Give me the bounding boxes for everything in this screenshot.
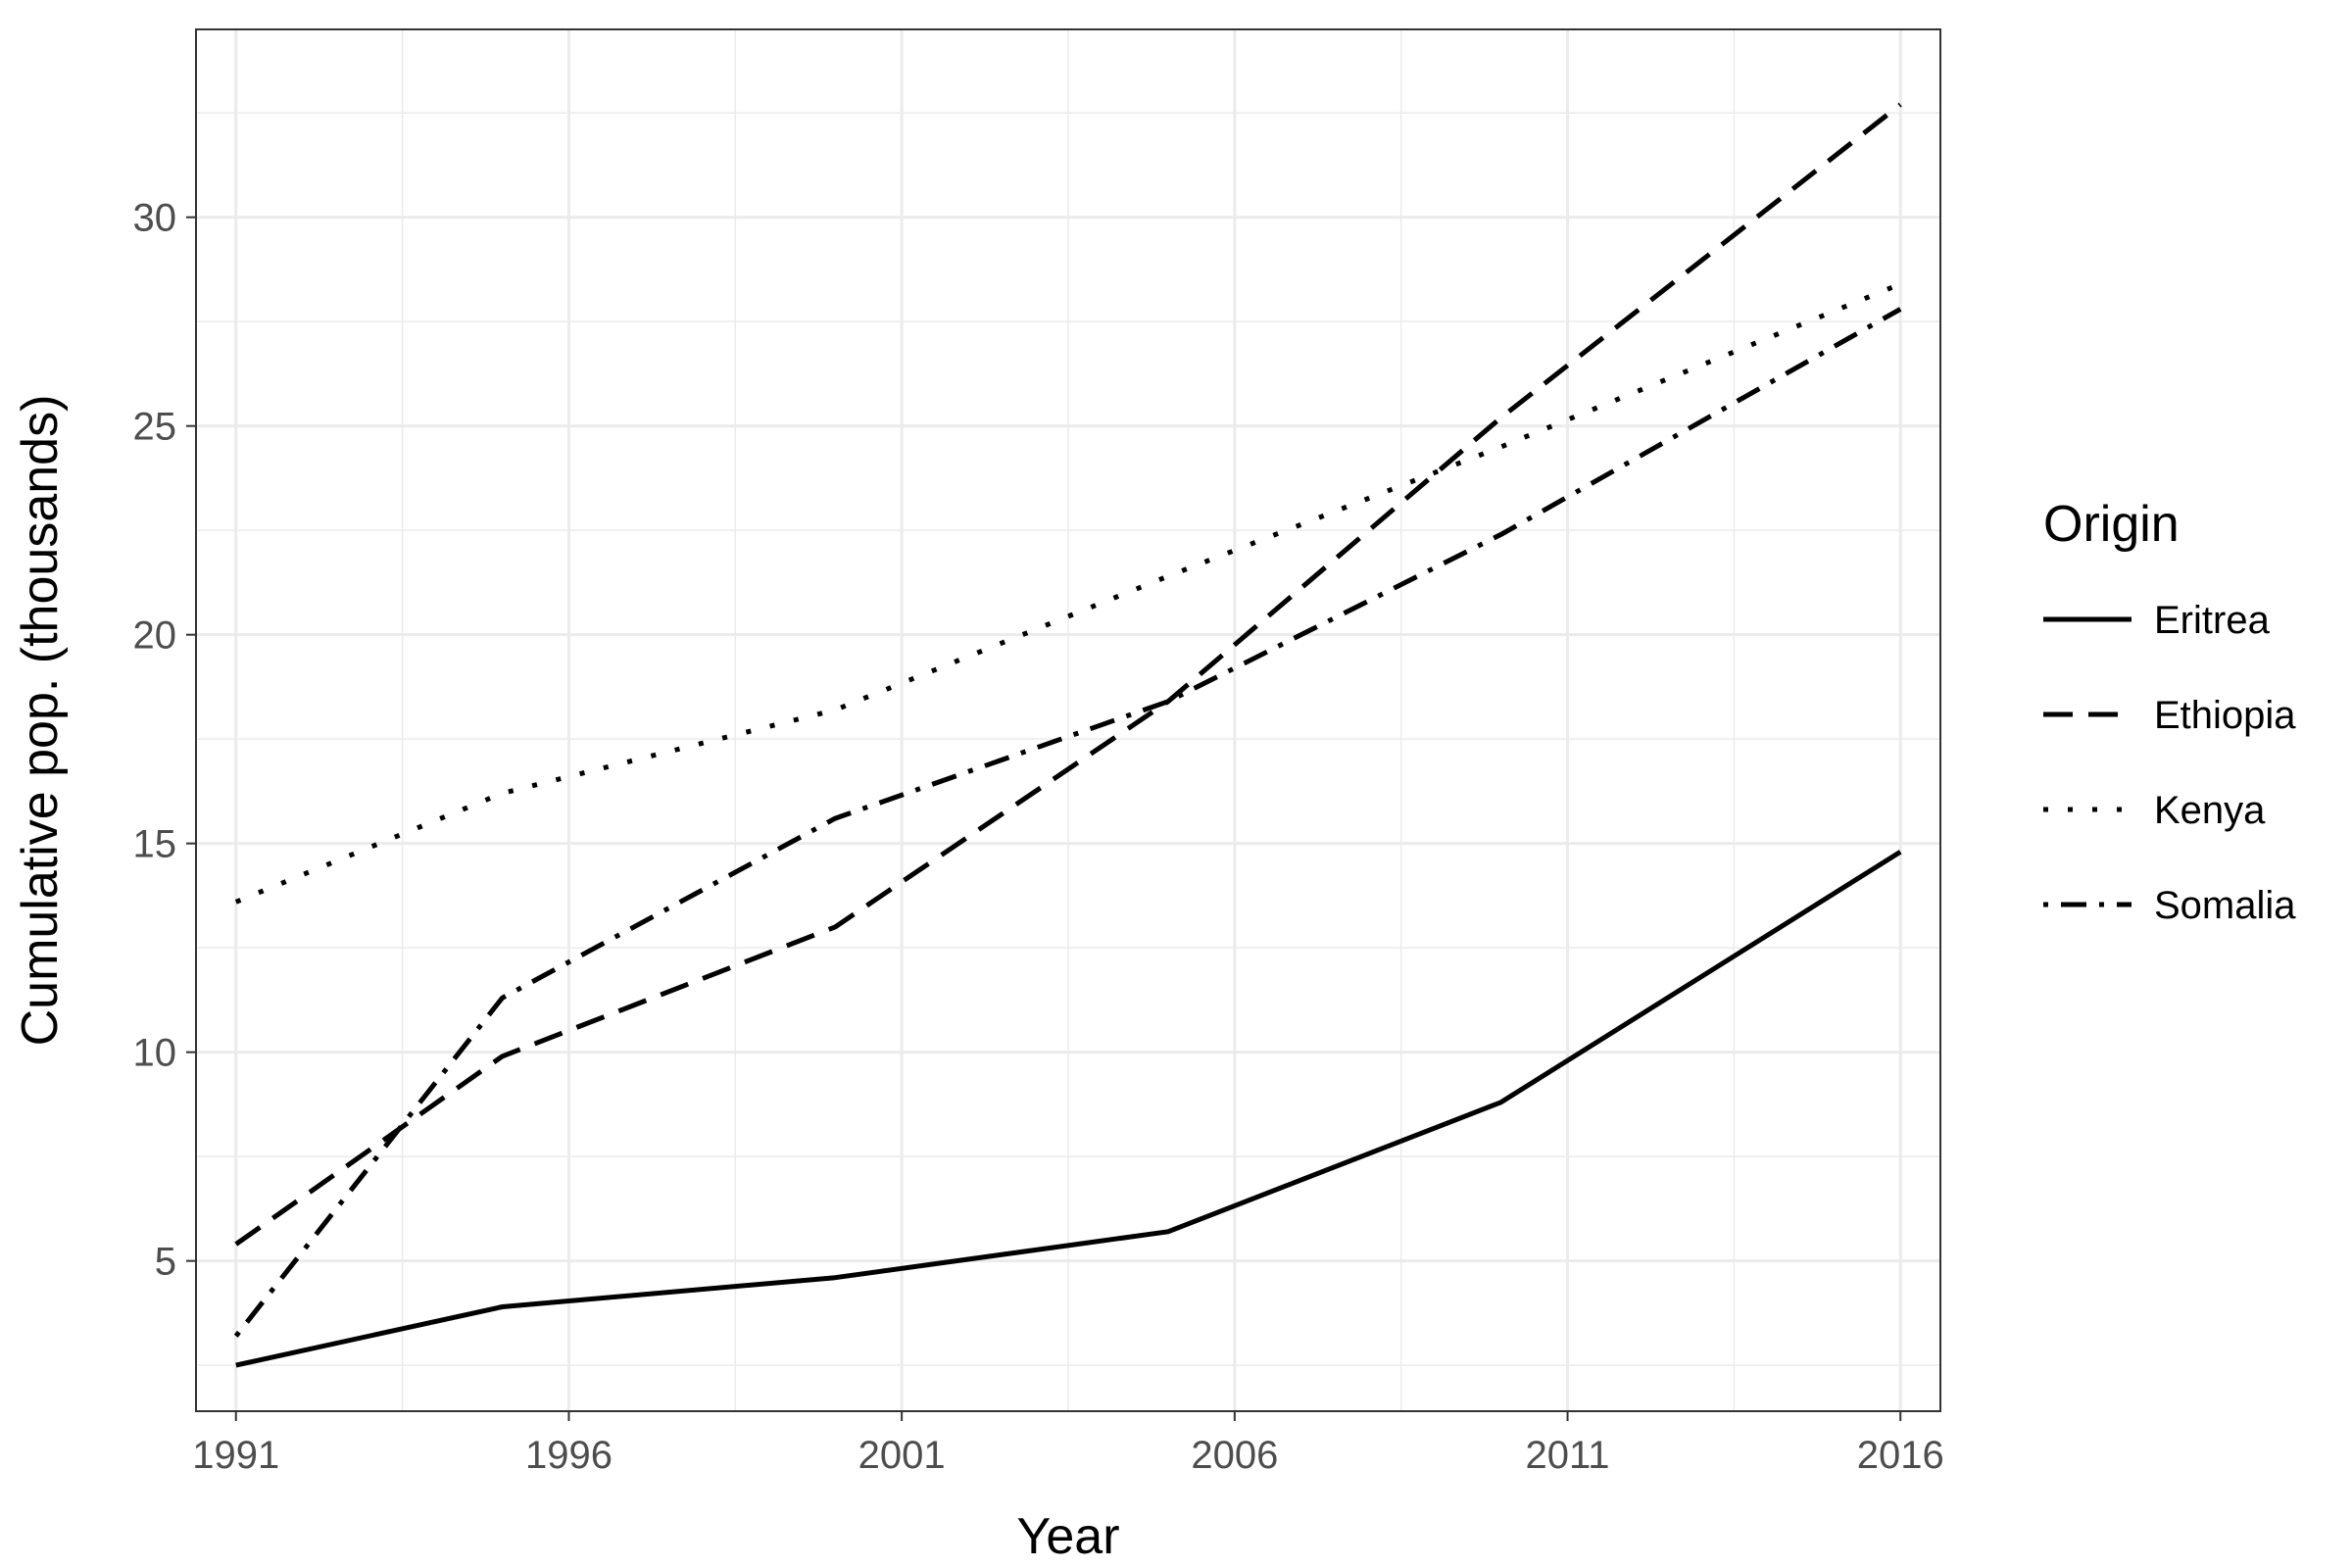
panel-border	[195, 28, 1941, 1412]
x-axis-title: Year	[1016, 1508, 1119, 1565]
series-line-eritrea	[235, 850, 1902, 1368]
y-tick-label: 10	[133, 1032, 177, 1075]
x-tick-label: 1991	[192, 1434, 279, 1477]
legend-label-kenya: Kenya	[2154, 789, 2266, 832]
y-tick-label: 20	[133, 614, 177, 658]
y-tick-label: 30	[133, 197, 177, 240]
y-axis-title: Cumulative pop. (thousands)	[12, 395, 69, 1047]
series-line-somalia	[233, 307, 1902, 1338]
series-line-ethiopia	[234, 102, 1902, 1247]
x-tick-label: 2011	[1526, 1434, 1610, 1477]
y-tick-label: 15	[133, 823, 177, 866]
legend-title: Origin	[2043, 496, 2180, 553]
x-tick-label: 2001	[858, 1434, 946, 1477]
legend-label-somalia: Somalia	[2154, 884, 2296, 927]
legend-label-ethiopia: Ethiopia	[2154, 694, 2296, 737]
grid-minor	[196, 29, 1940, 1411]
grid-major	[196, 29, 1940, 1411]
x-tick-label: 2006	[1191, 1434, 1278, 1477]
y-axis-ticks: 5 10 15 20 25 30	[133, 197, 196, 1284]
legend-label-eritrea: Eritrea	[2154, 599, 2271, 642]
y-tick-label: 25	[133, 406, 177, 449]
x-tick-label: 2016	[1857, 1434, 1944, 1477]
legend: Eritrea Ethiopia Kenya Somalia	[2043, 599, 2296, 927]
x-axis-ticks: 1991 1996 2001 2006 2011 2016	[192, 1411, 1944, 1477]
x-tick-label: 1996	[525, 1434, 612, 1477]
series-line-kenya	[234, 281, 1902, 905]
series-lines	[233, 102, 1902, 1368]
y-tick-label: 5	[155, 1241, 176, 1284]
